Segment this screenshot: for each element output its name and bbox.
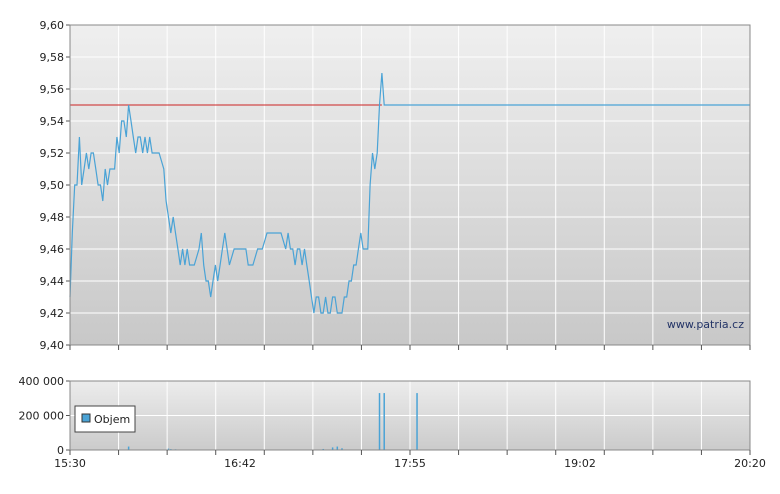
volume-bar: [341, 448, 343, 450]
volume-bar: [378, 393, 381, 450]
legend-swatch: [81, 413, 91, 423]
price-y-tick-label: 9,40: [40, 339, 65, 352]
x-axis: 15:30 16:42 17:55 19:02 20:20: [54, 345, 766, 470]
x-tick-label: 17:55: [394, 457, 426, 470]
price-y-tick-label: 9,52: [40, 147, 65, 160]
price-y-tick-label: 9,58: [40, 51, 65, 64]
x-tick-label: 19:02: [564, 457, 596, 470]
volume-bar: [416, 393, 418, 450]
price-y-tick-label: 9,54: [40, 115, 65, 128]
x-tick-label: 16:42: [224, 457, 256, 470]
volume-bar: [167, 448, 170, 450]
volume-bar: [331, 447, 334, 450]
watermark: www.patria.cz: [667, 318, 744, 331]
legend-label: Objem: [94, 413, 130, 426]
price-y-tick-label: 9,48: [40, 211, 65, 224]
price-y-tick-label: 9,56: [40, 83, 65, 96]
volume-y-tick-label: 0: [57, 444, 64, 457]
volume-y-axis: 400 000 200 000 0: [19, 375, 70, 457]
price-grid: [70, 24, 750, 346]
price-y-axis: 9,60 9,58 9,56 9,54 9,52 9,50 9,48 9,46 9,44 9,42…: [40, 19, 70, 352]
volume-bar: [322, 448, 324, 450]
volume-bar: [336, 446, 339, 450]
volume-y-tick-label: 200 000: [19, 410, 65, 423]
price-series-line: [69, 72, 750, 314]
volume-y-tick-label: 400 000: [19, 375, 65, 388]
price-y-tick-label: 9,42: [40, 307, 65, 320]
price-panel: 9,60 9,58 9,56 9,54 9,52 9,50 9,48 9,46 9,44 9,42…: [40, 19, 751, 352]
price-y-tick-label: 9,44: [40, 275, 65, 288]
volume-bar: [127, 446, 130, 450]
volume-legend: Objem: [74, 405, 136, 433]
price-y-tick-label: 9,50: [40, 179, 65, 192]
price-y-tick-label: 9,46: [40, 243, 65, 256]
price-y-tick-label: 9,60: [40, 19, 65, 32]
volume-bar: [383, 393, 385, 450]
volume-panel: 400 000 200 000 0 Objem: [19, 375, 751, 457]
x-tick-label: 15:30: [54, 457, 86, 470]
x-tick-label: 20:20: [734, 457, 766, 470]
